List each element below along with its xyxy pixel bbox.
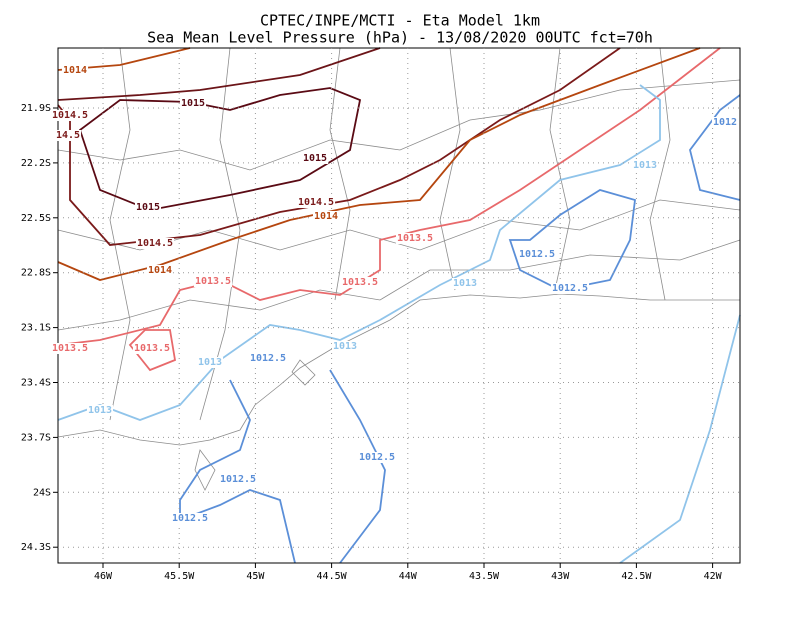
label-backdrop (134, 202, 162, 213)
contour-label: 1012 (713, 117, 737, 128)
x-tick-label: 45.5W (164, 571, 195, 582)
label-backdrop (135, 238, 175, 249)
label-backdrop (340, 277, 380, 288)
contour-label: 1012.5 (250, 353, 286, 364)
label-backdrop (711, 117, 739, 128)
y-tick-label: 21.9S (21, 103, 51, 114)
label-backdrop (170, 513, 210, 524)
label-backdrop (395, 233, 435, 244)
contour-label: 1013.5 (134, 343, 170, 354)
contour-label: 1013.5 (397, 233, 433, 244)
contour-label: 1013 (198, 357, 222, 368)
label-backdrop (50, 343, 90, 354)
contour-label: 1013.5 (195, 276, 231, 287)
isobars (57, 47, 741, 564)
label-backdrop (312, 211, 340, 222)
label-backdrop (248, 353, 288, 364)
title-line: Sea Mean Level Pressure (hPa) - 13/08/20… (147, 29, 653, 47)
x-tick-label: 44W (399, 571, 418, 582)
x-tick-label: 43W (551, 571, 570, 582)
contour-label: 1015 (303, 153, 327, 164)
label-backdrop (179, 98, 207, 109)
contour-label: 1015 (136, 202, 160, 213)
contour-label: 1013 (88, 405, 112, 416)
contour-label: 1014 (314, 211, 338, 222)
x-tick-label: 42.5W (621, 571, 652, 582)
label-backdrop (196, 357, 224, 368)
label-backdrop (301, 153, 329, 164)
label-backdrop (517, 249, 557, 260)
contour-label: 1013 (633, 160, 657, 171)
contour-label: 1014 (148, 265, 172, 276)
label-backdrop (296, 197, 336, 208)
contour-label: 1012.5 (220, 474, 256, 485)
contour-label: 1012.5 (519, 249, 555, 260)
label-backdrop (132, 343, 172, 354)
y-tick-label: 24.3S (21, 542, 51, 553)
contour-label: 1014.5 (137, 238, 173, 249)
contour-label: 1013 (333, 341, 357, 352)
contour-label: 1012.5 (359, 452, 395, 463)
contour-label: 1015 (181, 98, 205, 109)
label-backdrop (357, 452, 397, 463)
contour-label: 1013.5 (52, 343, 88, 354)
label-backdrop (550, 283, 590, 294)
contour-label: 1012.5 (552, 283, 588, 294)
x-tick-label: 44.5W (317, 571, 348, 582)
y-tick-label: 23.1S (21, 323, 51, 334)
y-tick-label: 24S (33, 487, 51, 498)
label-backdrop (451, 278, 479, 289)
label-backdrop (331, 341, 359, 352)
x-tick-label: 42W (704, 571, 723, 582)
y-tick-label: 22.8S (21, 268, 51, 279)
contour-label: 1014.5 (52, 110, 88, 121)
label-backdrop (193, 276, 233, 287)
label-backdrop (54, 130, 82, 141)
label-backdrop (146, 265, 174, 276)
label-backdrop (631, 160, 659, 171)
x-tick-label: 43.5W (469, 571, 500, 582)
contour-label: 1014 (63, 65, 87, 76)
label-backdrop (86, 405, 114, 416)
map-frame (57, 47, 741, 564)
title-line: CPTEC/INPE/MCTI - Eta Model 1km (260, 12, 540, 30)
label-backdrop (61, 65, 89, 76)
label-backdrop (50, 110, 90, 121)
y-tick-label: 22.5S (21, 213, 51, 224)
label-backdrop (218, 474, 258, 485)
y-tick-label: 23.7S (21, 432, 51, 443)
contour-label: 14.5 (56, 130, 80, 141)
x-tick-label: 45W (246, 571, 265, 582)
contour-label: 1013 (453, 278, 477, 289)
contour-label: 1013.5 (342, 277, 378, 288)
y-tick-label: 22.2S (21, 158, 51, 169)
contour-label: 1014.5 (298, 197, 334, 208)
x-tick-label: 46W (94, 571, 113, 582)
y-tick-label: 23.4S (21, 378, 51, 389)
contour-label: 1012.5 (172, 513, 208, 524)
